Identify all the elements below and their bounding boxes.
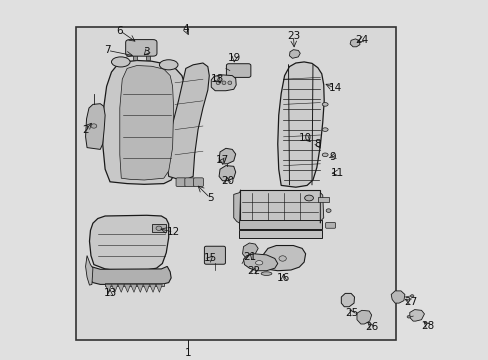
Polygon shape (349, 39, 359, 47)
Ellipse shape (216, 81, 220, 85)
Bar (145, 53, 149, 60)
Polygon shape (289, 50, 300, 58)
Text: 11: 11 (330, 168, 344, 178)
Bar (238, 230, 321, 238)
FancyBboxPatch shape (204, 246, 225, 264)
Text: 22: 22 (247, 266, 261, 276)
Bar (76, 27, 395, 340)
Text: 10: 10 (299, 132, 311, 143)
Polygon shape (143, 284, 149, 292)
Polygon shape (118, 284, 124, 292)
Polygon shape (341, 293, 354, 307)
Text: 9: 9 (328, 152, 335, 162)
Text: 3: 3 (143, 47, 150, 57)
Text: 4: 4 (182, 24, 189, 34)
Polygon shape (89, 215, 168, 271)
Bar (105, 283, 163, 286)
FancyBboxPatch shape (125, 40, 157, 56)
Polygon shape (211, 75, 236, 91)
Polygon shape (105, 284, 111, 292)
Text: 27: 27 (403, 297, 417, 307)
Ellipse shape (91, 124, 97, 128)
Text: 19: 19 (227, 53, 241, 63)
Text: 25: 25 (345, 308, 358, 318)
Text: 1: 1 (184, 348, 191, 358)
Ellipse shape (111, 57, 130, 67)
Text: 15: 15 (203, 253, 217, 264)
Text: 20: 20 (221, 176, 233, 186)
FancyBboxPatch shape (176, 178, 185, 186)
Polygon shape (85, 256, 93, 285)
FancyBboxPatch shape (226, 64, 250, 77)
Ellipse shape (406, 315, 409, 318)
Bar (317, 197, 328, 202)
Ellipse shape (304, 195, 313, 201)
Polygon shape (111, 284, 118, 292)
Text: 14: 14 (327, 83, 341, 93)
Ellipse shape (325, 209, 330, 212)
Text: 16: 16 (276, 273, 290, 283)
Polygon shape (102, 60, 185, 184)
Bar (238, 220, 321, 229)
Polygon shape (219, 148, 235, 164)
Ellipse shape (159, 60, 178, 70)
Text: 24: 24 (354, 35, 368, 45)
Ellipse shape (322, 128, 327, 131)
Text: 18: 18 (210, 74, 224, 84)
Polygon shape (85, 104, 105, 149)
Text: 28: 28 (420, 321, 434, 331)
Bar (133, 53, 137, 60)
Ellipse shape (255, 261, 263, 265)
Text: 13: 13 (103, 288, 117, 298)
Polygon shape (89, 266, 171, 284)
Text: 26: 26 (364, 322, 378, 332)
Ellipse shape (322, 153, 327, 157)
Polygon shape (233, 190, 240, 223)
Ellipse shape (261, 272, 271, 275)
Polygon shape (130, 284, 137, 292)
Text: 6: 6 (116, 26, 123, 36)
Polygon shape (149, 284, 156, 292)
Text: 7: 7 (104, 45, 111, 55)
FancyBboxPatch shape (184, 178, 194, 186)
Polygon shape (120, 66, 173, 180)
Polygon shape (356, 310, 371, 324)
Polygon shape (137, 284, 143, 292)
Ellipse shape (409, 294, 413, 297)
Ellipse shape (278, 256, 286, 261)
Polygon shape (156, 284, 162, 292)
Text: 2: 2 (82, 125, 89, 135)
Polygon shape (277, 62, 324, 187)
FancyBboxPatch shape (325, 222, 335, 228)
Polygon shape (390, 291, 404, 303)
Polygon shape (263, 246, 305, 271)
Text: 23: 23 (286, 31, 300, 41)
Polygon shape (166, 63, 209, 181)
Bar (151, 224, 166, 232)
Polygon shape (320, 193, 323, 223)
Polygon shape (219, 166, 235, 181)
Polygon shape (124, 284, 130, 292)
Polygon shape (243, 254, 277, 271)
Text: 21: 21 (242, 252, 256, 262)
Text: 8: 8 (314, 139, 321, 149)
FancyBboxPatch shape (193, 178, 203, 186)
Polygon shape (409, 310, 424, 321)
Text: 5: 5 (206, 193, 213, 203)
Bar (239, 190, 320, 221)
Ellipse shape (322, 103, 327, 106)
Ellipse shape (222, 81, 225, 85)
Text: 12: 12 (166, 227, 180, 237)
Text: 17: 17 (215, 155, 229, 165)
Ellipse shape (227, 81, 231, 85)
Polygon shape (242, 243, 258, 257)
Ellipse shape (156, 226, 162, 230)
